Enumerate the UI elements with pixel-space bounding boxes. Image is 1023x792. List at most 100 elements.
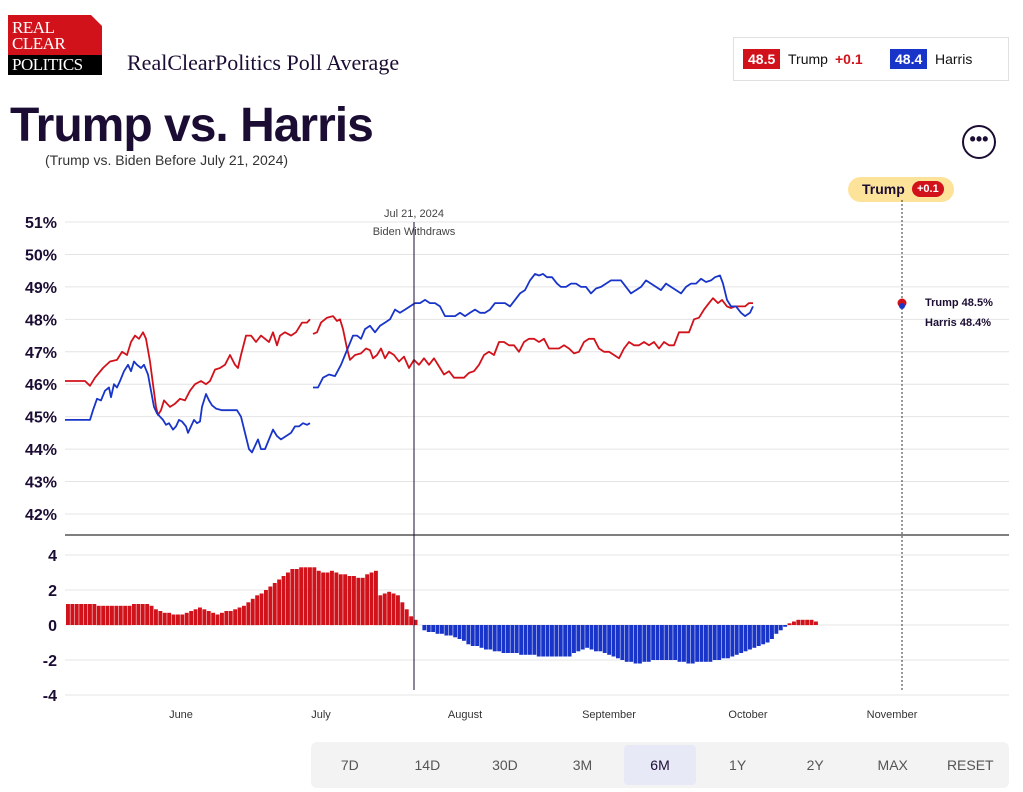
spread-bar	[734, 625, 739, 655]
spread-bar	[96, 605, 101, 626]
spread-bar	[382, 593, 387, 625]
spread-bar	[224, 611, 229, 625]
spread-bar	[761, 625, 766, 645]
spread-bar	[545, 625, 550, 657]
leader-badge: Trump +0.1	[848, 177, 954, 202]
spread-bar	[171, 614, 176, 625]
spread-bar	[730, 625, 735, 657]
spread-bar	[488, 625, 493, 650]
spread-bar	[158, 611, 163, 625]
spread-bar	[748, 625, 752, 650]
spread-bar	[123, 605, 128, 626]
spread-bar	[572, 625, 576, 653]
range-button-1y[interactable]: 1Y	[729, 757, 747, 773]
logo-line-2: CLEAR	[12, 34, 66, 53]
range-button-reset[interactable]: RESET	[946, 757, 994, 773]
spread-bar	[567, 625, 572, 657]
spread-tick-label: 2	[48, 583, 57, 600]
spread-bar	[607, 625, 612, 655]
x-month-label: September	[582, 709, 636, 721]
range-button-2y[interactable]: 2Y	[806, 757, 824, 773]
x-month-label: August	[448, 709, 482, 721]
spread-bar	[145, 604, 150, 625]
spread-bar	[176, 614, 180, 625]
spread-bar	[325, 572, 330, 625]
spread-bar	[83, 604, 88, 625]
spread-bar	[563, 625, 568, 657]
spread-bar	[453, 625, 458, 638]
site-title: RealClearPolitics Poll Average	[127, 50, 400, 75]
spread-bar	[255, 595, 260, 626]
spread-bar	[677, 625, 682, 662]
harris-line-segment-1	[65, 360, 311, 454]
spread-bar	[259, 593, 264, 625]
spread-bar	[118, 605, 123, 626]
leader-name: Trump	[862, 181, 905, 197]
spread-bar	[374, 570, 378, 626]
spread-bar	[783, 625, 788, 627]
trump-line-segment-2	[312, 297, 753, 379]
spread-bar	[660, 625, 664, 660]
spread-bar	[774, 625, 779, 634]
trump-value-pill: 48.5	[743, 49, 781, 69]
spread-bar	[708, 625, 713, 662]
spread-bar	[426, 625, 431, 632]
spread-bar	[792, 621, 796, 625]
trump-end-label: Trump 48.5%	[925, 297, 993, 309]
range-button-7d[interactable]: 7D	[340, 757, 359, 773]
spread-bar	[198, 607, 202, 625]
spread-bar	[514, 625, 519, 653]
spread-bar	[66, 604, 70, 625]
page-subtitle: (Trump vs. Biden Before July 21, 2024)	[45, 152, 289, 168]
range-button-3m[interactable]: 3M	[572, 757, 593, 773]
spread-bar	[294, 569, 299, 625]
y-tick-label: 49%	[25, 280, 57, 297]
spread-bar	[404, 609, 409, 626]
spread-bar	[242, 605, 246, 626]
logo-line-1: REAL	[12, 18, 55, 37]
spread-bar	[211, 612, 216, 626]
spread-bar	[484, 625, 488, 650]
spread-bar	[149, 605, 154, 626]
spread-bar	[167, 612, 172, 626]
spread-bar	[422, 625, 427, 631]
spread-bar	[796, 619, 801, 626]
range-button-30d[interactable]: 30D	[492, 757, 518, 773]
spread-bar	[541, 625, 546, 657]
spread-bar	[356, 577, 361, 626]
spread-bar	[550, 625, 554, 657]
spread-bar	[532, 625, 537, 655]
spread-bar	[589, 625, 594, 650]
range-button-max[interactable]: MAX	[877, 757, 908, 773]
rcp-logo[interactable]: REAL CLEAR POLITICS	[8, 15, 102, 75]
spread-bar	[202, 609, 207, 626]
spread-bar	[347, 576, 352, 625]
time-range-selector: 7D 14D 30D 3M 6M 1Y 2Y MAX RESET	[311, 742, 1009, 788]
spread-bars	[66, 567, 818, 664]
spread-bar	[778, 625, 783, 631]
spread-bar	[250, 598, 255, 626]
spread-bar	[523, 625, 528, 655]
spread-bar	[602, 625, 607, 653]
spread-bar	[400, 602, 405, 626]
spread-bar	[576, 625, 581, 652]
poll-legend: 48.5 Trump +0.1 48.4 Harris	[733, 37, 1009, 81]
spread-bar	[448, 625, 453, 636]
spread-bar	[220, 612, 224, 626]
spread-bar	[105, 605, 110, 626]
spread-bar	[712, 625, 717, 660]
spread-bar	[673, 625, 678, 660]
spread-bar	[633, 625, 638, 664]
spread-bar	[558, 625, 563, 657]
range-button-6m[interactable]: 6M	[624, 745, 696, 785]
spread-bar	[743, 625, 748, 652]
spread-bar	[184, 612, 189, 626]
spread-bar	[616, 625, 620, 659]
y-tick-label: 47%	[25, 345, 57, 362]
spread-bar	[528, 625, 532, 655]
range-button-14d[interactable]: 14D	[414, 757, 441, 773]
spread-bar	[620, 625, 625, 660]
more-options-button[interactable]: •••	[962, 125, 996, 159]
spread-bar	[237, 607, 242, 625]
spread-bar	[651, 625, 656, 660]
